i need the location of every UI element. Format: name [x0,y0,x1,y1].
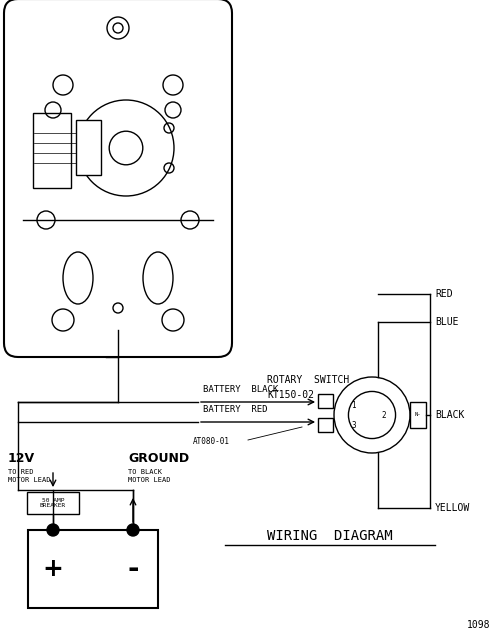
Text: GROUND: GROUND [128,451,189,465]
Text: ROTARY  SWITCH: ROTARY SWITCH [267,375,349,385]
Text: WIRING  DIAGRAM: WIRING DIAGRAM [267,529,393,543]
Circle shape [47,524,59,536]
Text: BATTERY  BLACK: BATTERY BLACK [203,385,278,394]
Text: 50 AMP
BREAKER: 50 AMP BREAKER [40,497,66,508]
Text: AT080-01: AT080-01 [193,438,230,447]
Text: 2: 2 [381,410,386,419]
Text: TO RED: TO RED [8,469,34,475]
Text: BLACK: BLACK [435,410,464,420]
Bar [27,492,79,514]
Circle shape [127,524,139,536]
Bar [33,113,71,188]
Text: 1098: 1098 [466,620,490,630]
Text: KT150-02: KT150-02 [267,390,314,400]
Text: BATTERY  RED: BATTERY RED [203,405,268,414]
Text: 3: 3 [352,420,356,429]
Bar [76,120,101,175]
Text: TO BLACK: TO BLACK [128,469,162,475]
Text: 12V: 12V [8,451,35,465]
Text: RED: RED [435,289,452,299]
Bar [318,394,333,408]
Text: MOTOR LEAD: MOTOR LEAD [8,477,50,483]
Bar [318,418,333,432]
Bar [28,530,158,608]
Bar [410,402,426,428]
Text: -: - [127,555,139,583]
Text: YELLOW: YELLOW [435,503,470,513]
Text: 1: 1 [352,401,356,410]
Text: +: + [42,557,64,581]
FancyBboxPatch shape [4,0,232,357]
Text: BLUE: BLUE [435,317,458,327]
Text: MOTOR LEAD: MOTOR LEAD [128,477,170,483]
Text: N-: N- [415,413,421,417]
